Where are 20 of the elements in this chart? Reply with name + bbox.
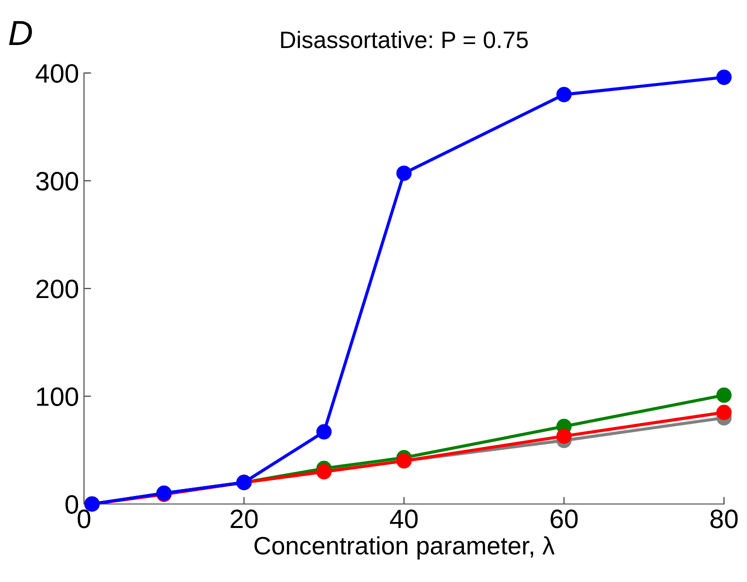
x-axis-title: Concentration parameter, λ bbox=[254, 536, 555, 560]
x-tick-label: 0 bbox=[78, 510, 90, 528]
y-tick-label: 0 bbox=[65, 495, 78, 514]
point bbox=[556, 428, 572, 444]
point bbox=[716, 404, 732, 420]
chart-title: Disassortative: P = 0.75 bbox=[281, 30, 528, 48]
point bbox=[556, 86, 572, 102]
y-tick-label: 400 bbox=[36, 64, 78, 83]
text: D bbox=[9, 21, 32, 45]
y-tick-label: 300 bbox=[36, 172, 78, 191]
point bbox=[716, 388, 732, 403]
x-tick-label: 20 bbox=[230, 510, 258, 528]
point bbox=[716, 70, 732, 85]
x-tick-label: 40 bbox=[390, 510, 418, 528]
point bbox=[396, 166, 412, 181]
y-tick-label: 100 bbox=[37, 387, 78, 406]
x-tick-label: 80 bbox=[710, 510, 738, 528]
x-tick-label: 60 bbox=[550, 510, 578, 528]
y-tick-label: 200 bbox=[36, 280, 78, 298]
point bbox=[316, 424, 332, 440]
